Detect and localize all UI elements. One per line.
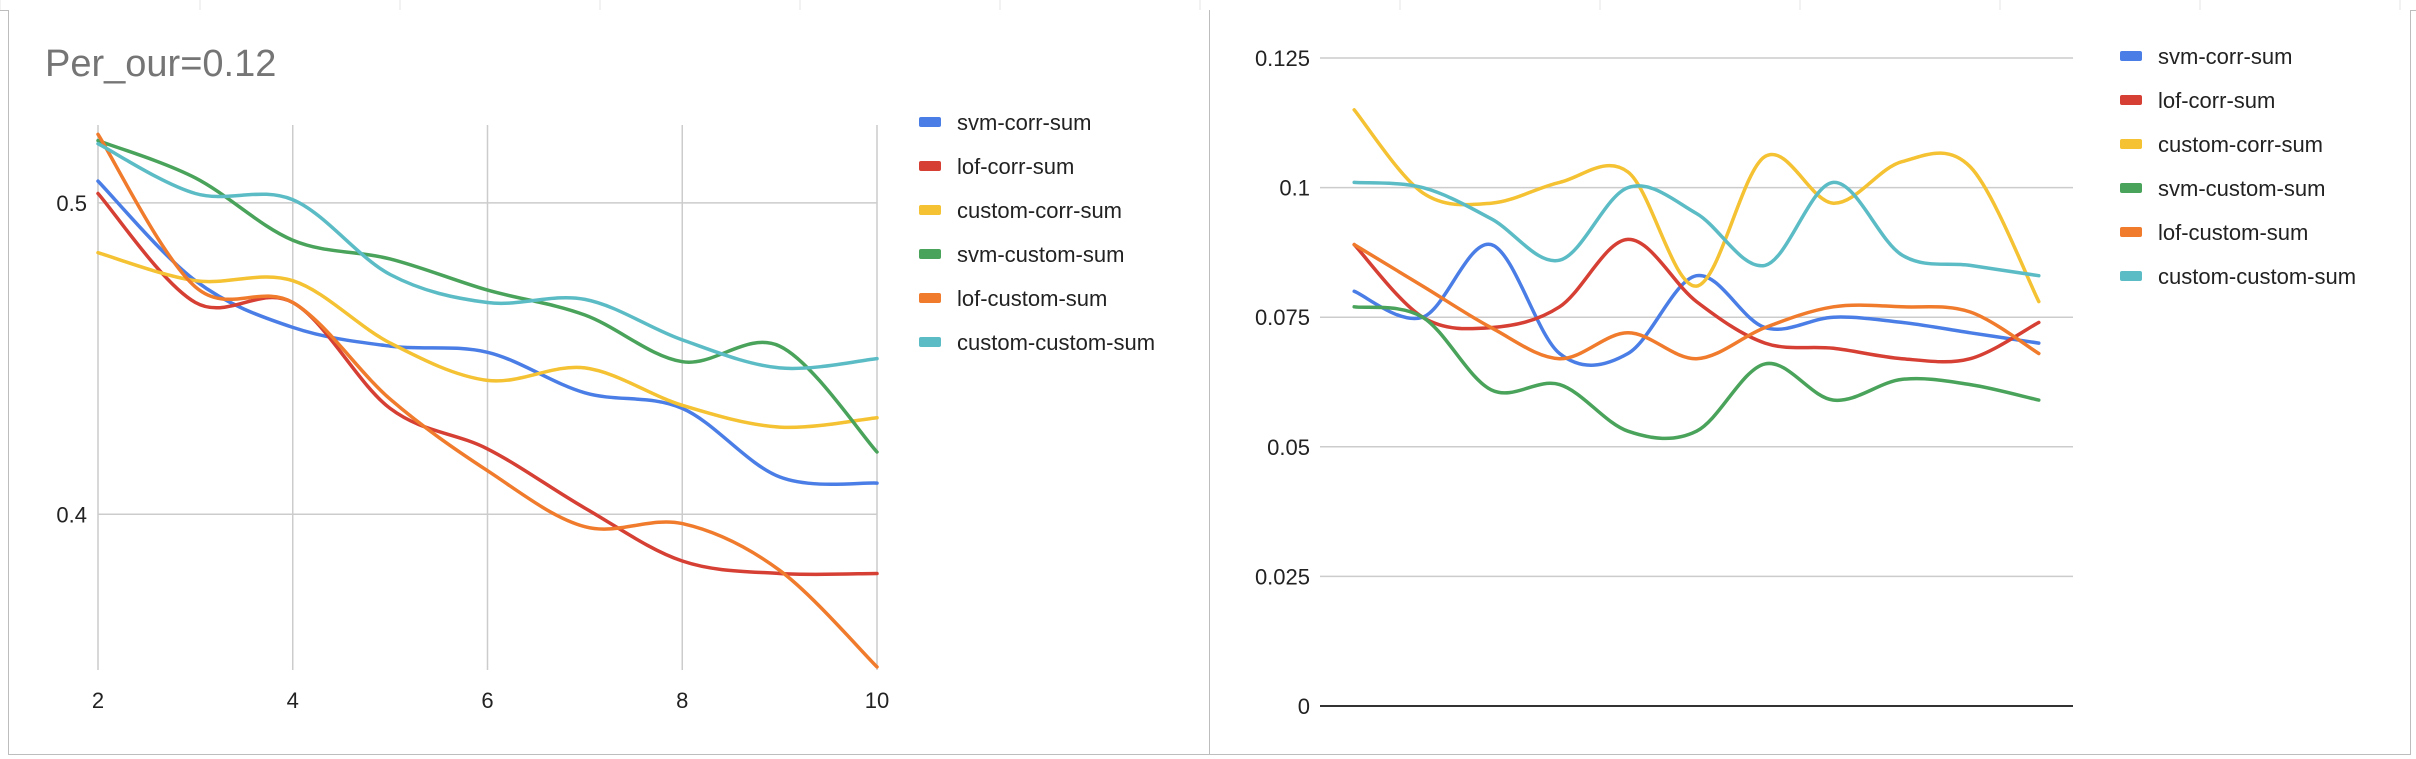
legend-label: svm-custom-sum bbox=[957, 242, 1124, 267]
legend-label: svm-corr-sum bbox=[2158, 44, 2292, 69]
series-line-lof-custom-sum bbox=[96, 132, 879, 669]
line-chart-left: Per_our=0.12 0.4 0.5 2 4 6 8 10 svm-corr-sum lof-… bbox=[45, 43, 1155, 713]
y-tick-label: 0.05 bbox=[1267, 435, 1310, 460]
y-tick-label: 0.5 bbox=[56, 191, 87, 216]
legend-label: custom-corr-sum bbox=[957, 198, 1122, 223]
x-tick-label: 10 bbox=[865, 688, 889, 713]
legend-swatch bbox=[919, 293, 941, 303]
legend-label: lof-custom-sum bbox=[2158, 220, 2308, 245]
x-tick-label: 6 bbox=[481, 688, 493, 713]
series-line-custom-corr-sum bbox=[96, 250, 879, 430]
legend-label: svm-custom-sum bbox=[2158, 176, 2325, 201]
x-tick-label: 2 bbox=[92, 688, 104, 713]
line-chart-right: 0 0.025 0.05 0.075 0.1 0.125 svm-corr-sum lof-c… bbox=[1255, 44, 2356, 719]
legend-label: lof-corr-sum bbox=[957, 154, 1074, 179]
series-line-custom-custom-sum bbox=[1352, 180, 2041, 278]
legend-label: lof-corr-sum bbox=[2158, 88, 2275, 113]
legend-label: svm-corr-sum bbox=[957, 110, 1091, 135]
legend-swatch bbox=[2120, 139, 2142, 149]
series-line-svm-custom-sum bbox=[96, 138, 879, 454]
chart-card-right[interactable]: 0 0.025 0.05 0.075 0.1 0.125 svm-corr-sum lof-c… bbox=[1210, 10, 2411, 755]
legend-label: custom-custom-sum bbox=[957, 330, 1155, 355]
y-tick-label: 0 bbox=[1298, 694, 1310, 719]
y-tick-label: 0.075 bbox=[1255, 305, 1310, 330]
legend-swatch bbox=[2120, 95, 2142, 105]
chart-card-left[interactable]: Per_our=0.12 0.4 0.5 2 4 6 8 10 svm-corr-sum lof-… bbox=[8, 10, 1210, 755]
legend-swatch bbox=[919, 205, 941, 215]
y-tick-label: 0.125 bbox=[1255, 46, 1310, 71]
legend-label: lof-custom-sum bbox=[957, 286, 1107, 311]
legend-swatch bbox=[919, 161, 941, 171]
series-line-svm-corr-sum bbox=[96, 179, 879, 487]
series-line-custom-custom-sum bbox=[96, 141, 879, 371]
x-tick-label: 4 bbox=[287, 688, 299, 713]
chart-title: Per_our=0.12 bbox=[45, 43, 276, 85]
legend-label: custom-custom-sum bbox=[2158, 264, 2356, 289]
legend-swatch bbox=[2120, 227, 2142, 237]
legend-swatch bbox=[2120, 271, 2142, 281]
series-line-svm-custom-sum bbox=[1352, 305, 2041, 441]
x-tick-label: 8 bbox=[676, 688, 688, 713]
legend-swatch bbox=[2120, 183, 2142, 193]
y-tick-label: 0.4 bbox=[56, 502, 87, 527]
legend-label: custom-corr-sum bbox=[2158, 132, 2323, 157]
series-line-custom-corr-sum bbox=[1352, 108, 2041, 304]
series-line-lof-custom-sum bbox=[1352, 242, 2041, 361]
y-tick-label: 0.1 bbox=[1279, 176, 1310, 201]
legend-swatch bbox=[919, 249, 941, 259]
y-tick-label: 0.025 bbox=[1255, 564, 1310, 589]
series-line-lof-corr-sum bbox=[1352, 237, 2041, 364]
legend-swatch bbox=[2120, 51, 2142, 61]
series-line-lof-corr-sum bbox=[96, 191, 879, 577]
legend-swatch bbox=[919, 337, 941, 347]
legend-swatch bbox=[919, 117, 941, 127]
